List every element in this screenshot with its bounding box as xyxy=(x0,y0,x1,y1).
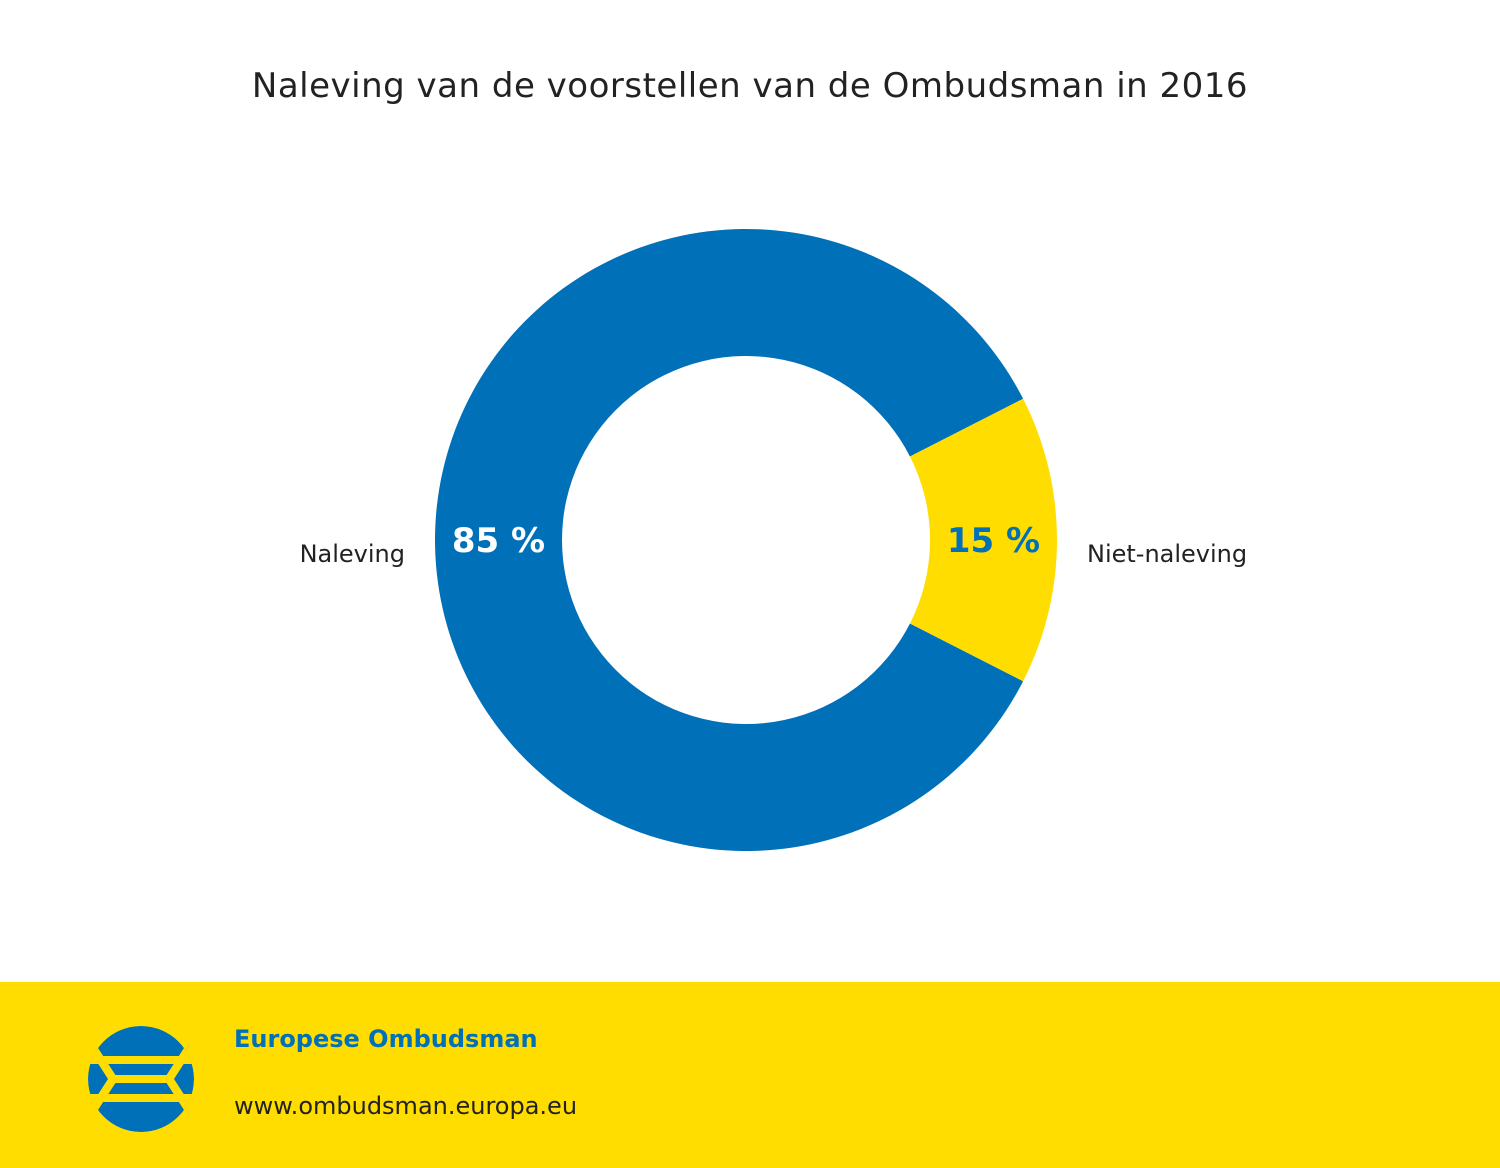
donut-slices xyxy=(434,229,1057,851)
footer-banner: Europese Ombudsman www.ombudsman.europa.… xyxy=(0,982,1500,1168)
european-ombudsman-logo-icon xyxy=(88,1026,194,1132)
organization-name: Europese Ombudsman xyxy=(234,1025,538,1053)
chart-title: Naleving van de voorstellen van de Ombud… xyxy=(251,66,1249,106)
category-label-niet-naleving: Niet-naleving xyxy=(1087,540,1247,568)
donut-chart: 85 % Naleving 15 % Niet-naleving xyxy=(300,229,1248,851)
category-label-naleving: Naleving xyxy=(300,540,405,568)
slice-naleving xyxy=(434,229,1024,851)
value-label-niet-naleving: 15 % xyxy=(947,521,1040,561)
slice-niet-naleving xyxy=(909,398,1057,682)
donut-labels: 85 % Naleving 15 % Niet-naleving xyxy=(300,521,1248,568)
website-url[interactable]: www.ombudsman.europa.eu xyxy=(234,1092,578,1120)
value-label-naleving: 85 % xyxy=(452,521,545,561)
